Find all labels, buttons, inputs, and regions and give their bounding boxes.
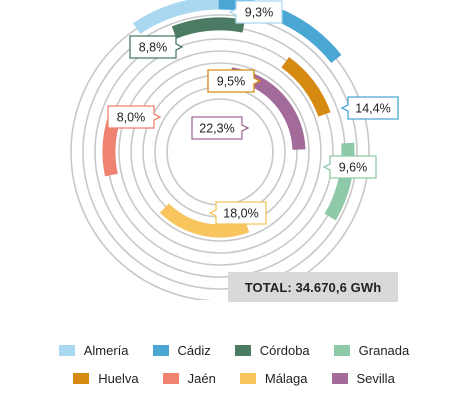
data-label-text: 9,6% — [339, 161, 368, 175]
legend-swatch — [331, 372, 348, 384]
legend-swatch — [152, 344, 169, 356]
arc-cadiz — [218, 0, 342, 64]
data-label-box — [322, 155, 377, 179]
legend-swatch — [234, 344, 251, 356]
data-labels: 9,3% 14,4% 8,8% 9,6% 9,5% 8,0% 18,0% 22,3% — [107, 0, 399, 225]
legend-label: Jaén — [187, 370, 216, 386]
data-label: 18,0% — [208, 201, 267, 225]
data-label: 14,4% — [340, 96, 399, 120]
legend-row-2: Huelva Jaén Málaga Sevilla — [0, 364, 468, 392]
legend-item-cordoba: Córdoba — [234, 342, 310, 358]
legend-row-1: Almería Cádiz Córdoba Granada — [0, 336, 468, 364]
arc-huelva — [281, 56, 331, 117]
ring-guide — [82, 14, 358, 290]
data-label-box — [340, 96, 399, 120]
data-label: 8,0% — [107, 105, 162, 129]
data-label: 9,6% — [322, 155, 377, 179]
legend-swatch — [162, 372, 179, 384]
legend-label: Cádiz — [177, 342, 211, 358]
legend-label: Málaga — [264, 370, 308, 386]
radial-chart: 9,3% 14,4% 8,8% 9,6% 9,5% 8,0% 18,0% 22,3% — [70, 0, 399, 300]
legend-swatch — [58, 344, 75, 356]
legend-label: Córdoba — [259, 342, 310, 358]
data-label-box — [107, 105, 162, 129]
arc-almeria — [133, 0, 219, 34]
data-label-text: 9,5% — [217, 75, 246, 89]
data-label: 22,3% — [191, 116, 250, 140]
data-label-box — [191, 116, 250, 140]
data-label-text: 14,4% — [355, 102, 390, 116]
legend: Almería Cádiz Córdoba Granada Huelva Jaé… — [0, 336, 468, 392]
ring-guide — [166, 98, 274, 206]
legend-swatch — [239, 372, 256, 384]
arc-cordoba — [171, 17, 245, 39]
data-label-text: 8,8% — [139, 41, 168, 55]
data-label: 9,5% — [207, 69, 262, 93]
ring-guide — [118, 50, 322, 254]
ring-guide — [130, 62, 310, 242]
arc-malaga — [159, 203, 250, 238]
data-label-text: 8,0% — [117, 111, 146, 125]
legend-item-almeria: Almería — [58, 342, 129, 358]
data-label-box — [129, 35, 184, 59]
legend-item-granada: Granada — [333, 342, 410, 358]
total-box: TOTAL: 34.670,6 GWh — [228, 272, 398, 302]
legend-label: Granada — [358, 342, 410, 358]
legend-label: Sevilla — [356, 370, 395, 386]
legend-swatch — [333, 344, 350, 356]
legend-item-huelva: Huelva — [73, 370, 139, 386]
data-label-box — [208, 201, 267, 225]
legend-label: Almería — [83, 342, 129, 358]
legend-item-sevilla: Sevilla — [331, 370, 395, 386]
legend-swatch — [73, 372, 90, 384]
data-label: 8,8% — [129, 35, 184, 59]
ring-guide — [94, 26, 346, 278]
data-label-text: 9,3% — [245, 6, 274, 20]
data-label-text: 22,3% — [199, 122, 234, 136]
arc-granada — [324, 142, 355, 221]
data-label-box — [207, 69, 262, 93]
data-label-box — [228, 0, 283, 24]
legend-item-malaga: Málaga — [239, 370, 308, 386]
data-label-text: 18,0% — [223, 207, 258, 221]
ring-guide — [154, 86, 286, 218]
legend-item-jaen: Jaén — [162, 370, 216, 386]
legend-label: Huelva — [98, 370, 139, 386]
data-label: 9,3% — [228, 0, 283, 24]
total-label: TOTAL: 34.670,6 GWh — [244, 279, 382, 295]
legend-item-cadiz: Cádiz — [152, 342, 211, 358]
